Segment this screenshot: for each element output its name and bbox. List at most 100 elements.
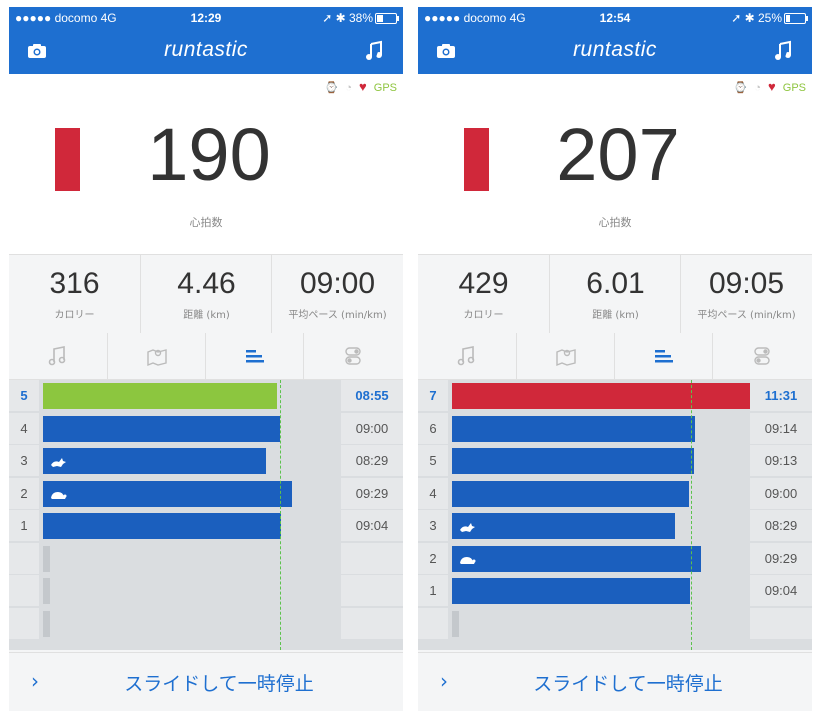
stat-label: カロリー xyxy=(463,310,504,321)
split-pace: 08:55 xyxy=(341,380,403,411)
split-number: 4 xyxy=(418,477,448,509)
tab-map[interactable] xyxy=(107,333,206,379)
split-row: 6 09:14 xyxy=(418,412,812,446)
battery-percent: 38% xyxy=(348,11,373,25)
split-number: 3 xyxy=(9,445,39,476)
tab-splits[interactable] xyxy=(205,333,304,379)
split-number: 3 xyxy=(418,510,448,541)
split-bar xyxy=(43,513,281,539)
split-row xyxy=(9,607,403,641)
split-number: 1 xyxy=(9,510,39,541)
slide-to-pause-label: スライドして一時停止 xyxy=(533,673,723,695)
camera-icon[interactable] xyxy=(436,43,456,59)
sensor-indicators: ⌚ ◔ ♥ GPS xyxy=(727,79,806,94)
status-bar: ●●●●● docomo 4G 12:29 ➚ ✱ 38% xyxy=(9,7,403,28)
view-tabs xyxy=(9,333,403,380)
split-bar xyxy=(452,448,694,474)
rabbit-icon xyxy=(49,454,67,468)
split-bar xyxy=(452,545,701,572)
split-row: 2 09:29 xyxy=(418,542,812,576)
split-number xyxy=(418,607,448,639)
clock: 12:54 xyxy=(599,11,631,25)
tab-map[interactable] xyxy=(516,333,615,379)
stat-label: 距離 (km) xyxy=(592,310,639,321)
stat-calories: 429 カロリー xyxy=(418,255,549,333)
tab-music[interactable] xyxy=(418,333,516,379)
split-row: 1 09:04 xyxy=(418,575,812,608)
stat-label: 距離 (km) xyxy=(183,310,230,321)
split-bar xyxy=(452,610,459,637)
slide-to-pause[interactable]: › スライドして一時停止 xyxy=(9,652,403,711)
split-row: 4 09:00 xyxy=(418,477,812,511)
split-row xyxy=(9,575,403,608)
map-icon xyxy=(556,349,576,367)
heart-rate-zone-bar xyxy=(464,128,489,191)
status-bar: ●●●●● docomo 4G 12:54 ➚ ✱ 25% xyxy=(418,7,812,28)
split-bar xyxy=(43,610,50,637)
stat-value: 6.01 xyxy=(586,267,645,300)
rabbit-icon xyxy=(458,519,476,533)
split-row: 3 08:29 xyxy=(418,510,812,543)
split-row xyxy=(9,542,403,576)
stat-value: 4.46 xyxy=(177,267,236,300)
speedometer-icon: ◔ xyxy=(345,82,353,94)
stat-label: 平均ペース (min/km) xyxy=(697,310,796,321)
stats-row: 429 カロリー 6.01 距離 (km) 09:05 平均ペース (min/k… xyxy=(418,254,812,334)
split-pace xyxy=(750,607,812,639)
battery-icon xyxy=(375,13,399,25)
stat-avg-pace: 09:00 平均ペース (min/km) xyxy=(271,255,403,333)
split-pace: 09:29 xyxy=(341,477,403,509)
clock: 12:29 xyxy=(190,11,222,25)
split-pace: 11:31 xyxy=(750,380,812,411)
split-row: 1 09:04 xyxy=(9,510,403,543)
split-bar xyxy=(452,415,695,442)
split-pace xyxy=(341,542,403,574)
heart-icon: ♥ xyxy=(768,79,776,94)
tab-music[interactable] xyxy=(9,333,107,379)
tab-settings[interactable] xyxy=(712,333,811,379)
toggle-settings-icon xyxy=(345,347,361,365)
stats-row: 316 カロリー 4.46 距離 (km) 09:00 平均ペース (min/k… xyxy=(9,254,403,334)
split-row xyxy=(418,607,812,641)
split-row: 7 11:31 xyxy=(418,380,812,413)
turtle-icon xyxy=(458,552,476,566)
music-icon xyxy=(48,346,66,366)
heart-rate-panel: ⌚ ◔ ♥ GPS 207 心拍数 xyxy=(418,74,812,254)
session-screen-2: ●●●●● docomo 4G 12:54 ➚ ✱ 25% runtastic … xyxy=(418,7,812,711)
camera-icon[interactable] xyxy=(27,43,47,59)
stat-value: 316 xyxy=(49,267,100,300)
watch-icon: ⌚ xyxy=(733,82,748,94)
status-right: ➚ ✱ 38% xyxy=(322,11,399,25)
split-row: 3 08:29 xyxy=(9,445,403,478)
tab-settings[interactable] xyxy=(303,333,402,379)
split-bar xyxy=(43,383,277,409)
heart-rate-zone-bar xyxy=(55,128,80,191)
heart-rate-value: 207 xyxy=(556,113,680,196)
average-pace-line xyxy=(691,380,692,650)
watch-icon: ⌚ xyxy=(324,82,339,94)
music-icon xyxy=(457,346,475,366)
split-number: 7 xyxy=(418,380,448,411)
average-pace-line xyxy=(280,380,281,650)
split-bar xyxy=(43,448,266,474)
app-header: runtastic xyxy=(418,28,812,74)
music-power-song-icon[interactable] xyxy=(365,40,387,62)
split-number: 5 xyxy=(9,380,39,411)
carrier-label: ●●●●● docomo 4G xyxy=(15,11,117,25)
split-bar xyxy=(43,545,50,572)
tab-splits[interactable] xyxy=(614,333,713,379)
app-header: runtastic xyxy=(9,28,403,74)
turtle-icon xyxy=(49,487,67,501)
stat-calories: 316 カロリー xyxy=(9,255,140,333)
split-bar xyxy=(452,513,675,539)
stat-value: 09:00 xyxy=(299,267,376,300)
music-power-song-icon[interactable] xyxy=(774,40,796,62)
split-row: 5 09:13 xyxy=(418,445,812,478)
chevron-right-icon[interactable]: › xyxy=(440,669,448,693)
stat-value: 09:05 xyxy=(708,267,785,300)
slide-to-pause[interactable]: › スライドして一時停止 xyxy=(418,652,812,711)
toggle-settings-icon xyxy=(754,347,770,365)
chevron-right-icon[interactable]: › xyxy=(31,669,39,693)
stat-distance: 4.46 距離 (km) xyxy=(140,255,272,333)
split-pace: 09:00 xyxy=(341,412,403,444)
